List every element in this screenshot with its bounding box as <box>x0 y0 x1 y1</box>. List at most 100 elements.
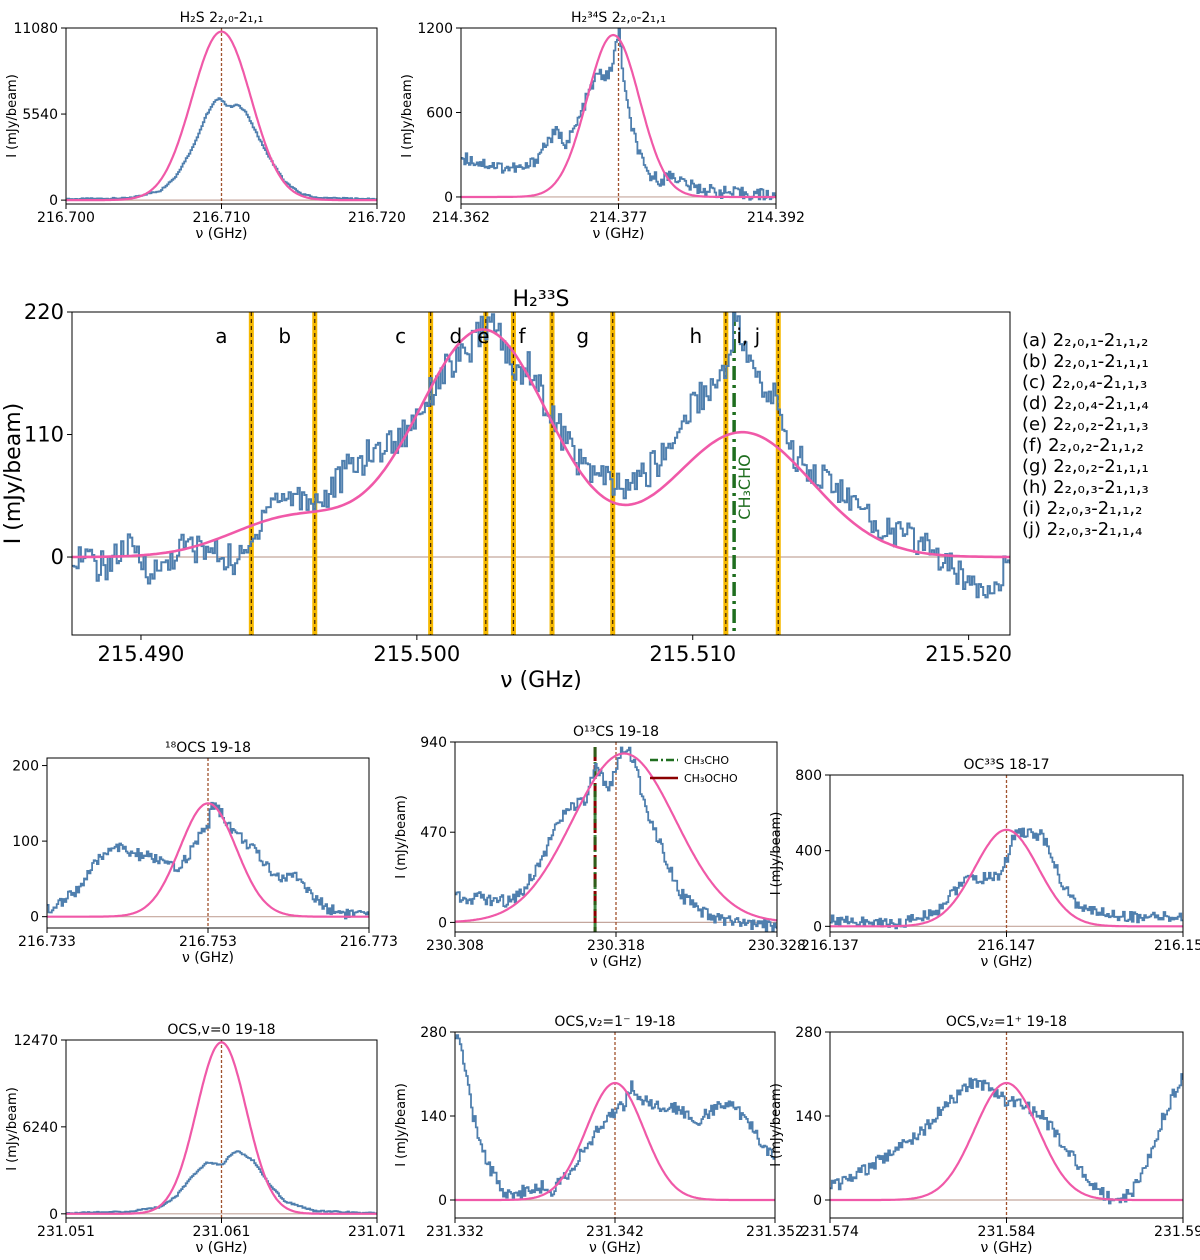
transitions-legend: (a) 2₂,₀,₁-2₁,₁,₂ (b) 2₂,₀,₁-2₁,₁,₁ (c) … <box>1022 330 1197 540</box>
y-tick-label-2: 1200 <box>417 21 453 37</box>
x-axis-label: ν (GHz) <box>182 950 234 966</box>
legend-entry-h: (h) 2₂,₀,₃-2₁,₁,₃ <box>1022 477 1149 498</box>
x-tick-label-0: 216.700 <box>37 210 95 226</box>
y-axis-label: I (mJy/beam) <box>1 403 26 544</box>
y-tick-label-0: 0 <box>51 545 64 569</box>
x-axis-label: ν (GHz) <box>590 954 642 970</box>
y-tick-label-0: 0 <box>438 1193 447 1209</box>
x-tick-label-0: 216.137 <box>801 938 859 954</box>
hfs-label-5: f <box>519 324 527 348</box>
x-tick-label-1: 215.500 <box>373 642 460 666</box>
y-tick-label-2: 940 <box>420 735 447 751</box>
chart-title: OCS,v₂=1⁺ 19-18 <box>946 1014 1067 1030</box>
y-tick-label-1: 100 <box>12 834 39 850</box>
hfs-label-3: d <box>449 324 462 348</box>
legend-entry-b: (b) 2₂,₀,₁-2₁,₁,₁ <box>1022 351 1149 372</box>
x-tick-label-1: 216.147 <box>978 938 1036 954</box>
x-axis-label: ν (GHz) <box>981 954 1033 970</box>
x-axis-label: ν (GHz) <box>196 1240 248 1256</box>
model-spectrum <box>47 802 369 918</box>
plot-area <box>66 1040 377 1218</box>
hfs-label-4: e <box>477 324 489 348</box>
y-axis-label: I (mJy/beam) <box>5 1087 20 1171</box>
plot-area <box>461 28 776 204</box>
x-tick-label-2: 216.773 <box>340 934 398 950</box>
chart-title: H₂S 2₂,₀-2₁,₁ <box>180 10 264 26</box>
legend-entry-g: (g) 2₂,₀,₂-2₁,₁,₁ <box>1022 456 1149 477</box>
legend-entry-e: (e) 2₂,₀,₂-2₁,₁,₃ <box>1022 414 1149 435</box>
axes-frame <box>71 311 1011 636</box>
axes-frame <box>829 774 1184 933</box>
y-tick-label-0: 0 <box>30 910 39 926</box>
y-tick-label-0: 0 <box>813 919 822 935</box>
plot-area <box>47 758 369 928</box>
x-tick-label-1: 214.377 <box>590 210 648 226</box>
y-tick-label-2: 800 <box>795 768 822 784</box>
legend-ch3ocho-label: CH₃OCHO <box>684 772 738 785</box>
x-tick-label-0: 231.051 <box>37 1224 95 1240</box>
hfs-label-6: g <box>576 324 589 348</box>
model-spectrum <box>455 752 777 923</box>
y-tick-label-1: 400 <box>795 844 822 860</box>
y-tick-label-1: 600 <box>426 105 453 121</box>
observed-spectrum <box>455 1034 775 1199</box>
hfs-label-2: c <box>395 324 406 348</box>
model-spectrum <box>830 828 1183 928</box>
x-tick-label-2: 230.328 <box>748 938 806 954</box>
y-axis-label: I (mJy/beam) <box>394 1083 409 1167</box>
observed-spectrum <box>66 97 377 201</box>
chart-title: OCS,v₂=1⁻ 19-18 <box>554 1014 675 1030</box>
model-spectrum <box>66 1041 377 1215</box>
y-tick-label-2: 280 <box>420 1025 447 1041</box>
y-tick-label-1: 6240 <box>22 1120 58 1136</box>
plot-area <box>72 312 1010 635</box>
panel-h2s: 216.700 216.710 216.720 0 5540 11080 ν (GHz) I … <box>5 10 406 242</box>
hfs-label-8: i, j <box>736 324 760 348</box>
plot-area <box>455 1032 775 1218</box>
x-axis-label: ν (GHz) <box>593 226 645 242</box>
observed-spectrum <box>455 746 777 932</box>
hfs-label-1: b <box>278 324 291 348</box>
chart-title: H₂³⁴S 2₂,₀-2₁,₁ <box>571 10 666 26</box>
model-spectrum <box>830 1081 1183 1202</box>
legend-entry-a: (a) 2₂,₀,₁-2₁,₁,₂ <box>1022 330 1149 351</box>
x-tick-label-0: 231.332 <box>426 1224 484 1240</box>
y-axis-label: I (mJy/beam) <box>769 812 784 896</box>
panel-o13cs: 230.308 230.318 230.328 0 470 940 ν (GHz) I (mJ… <box>394 724 806 970</box>
observed-spectrum <box>461 28 776 201</box>
legend-entry-i: (i) 2₂,₀,₃-2₁,₁,₂ <box>1022 498 1143 519</box>
y-tick-label-2: 220 <box>24 300 64 324</box>
observed-spectrum <box>830 1073 1183 1205</box>
x-tick-label-0: 214.362 <box>432 210 490 226</box>
chart-title: ¹⁸OCS 19-18 <box>165 740 251 756</box>
y-axis-label: I (mJy/beam) <box>769 1083 784 1167</box>
x-axis-label: ν (GHz) <box>196 226 248 242</box>
x-tick-label-2: 215.510 <box>649 642 736 666</box>
hfs-label-0: a <box>215 324 227 348</box>
panel-ocs_v0: 231.051 231.061 231.071 0 6240 12470 ν (GHz) I … <box>5 1022 406 1256</box>
y-axis-label: I (mJy/beam) <box>394 795 409 879</box>
contaminant-label-0: CH₃CHO <box>735 454 754 519</box>
y-tick-label-1: 5540 <box>22 107 58 123</box>
model-spectrum <box>455 1081 775 1202</box>
y-tick-label-1: 140 <box>420 1109 447 1125</box>
x-tick-label-2: 216.157 <box>1154 938 1200 954</box>
model-spectrum <box>461 33 776 199</box>
observed-spectrum <box>72 312 1010 599</box>
y-tick-label-0: 0 <box>813 1193 822 1209</box>
model-spectrum <box>72 328 1010 559</box>
chart-title: O¹³CS 19-18 <box>573 724 659 740</box>
hfs-label-7: h <box>689 324 702 348</box>
legend-entry-c: (c) 2₂,₀,₄-2₁,₁,₃ <box>1022 372 1148 393</box>
y-axis-label: I (mJy/beam) <box>400 74 415 158</box>
y-tick-label-2: 11080 <box>13 21 58 37</box>
x-tick-label-2: 216.720 <box>348 210 406 226</box>
y-axis-label: I (mJy/beam) <box>0 801 1 885</box>
x-tick-label-1: 231.584 <box>978 1224 1036 1240</box>
legend-entry-f: (f) 2₂,₀,₂-2₁,₁,₂ <box>1022 435 1144 456</box>
model-spectrum <box>66 30 377 202</box>
y-tick-label-1: 140 <box>795 1109 822 1125</box>
panel-ocs_v2p: 231.574 231.584 231.594 0 140 280 ν (GHz) I (mJ… <box>769 1014 1200 1256</box>
chart-title: H₂³³S <box>513 287 570 312</box>
